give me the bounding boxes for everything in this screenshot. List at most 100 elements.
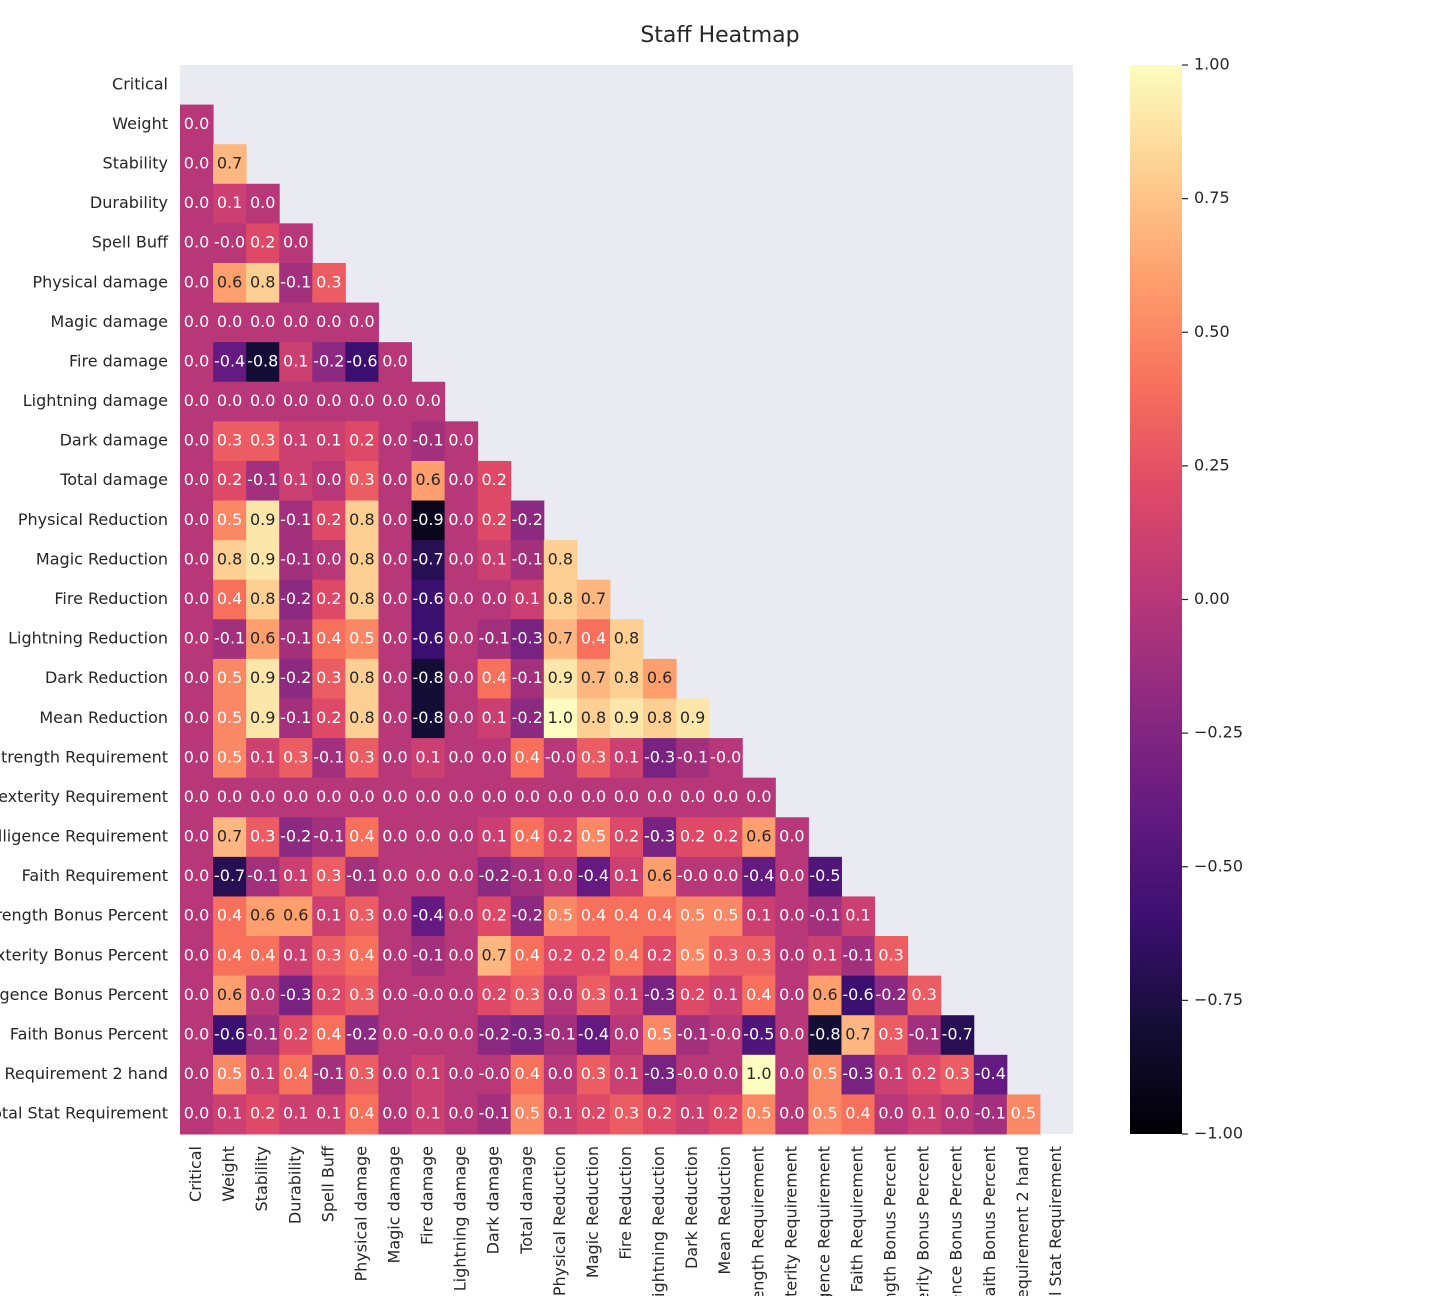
cell-label: 0.0	[316, 549, 341, 568]
heatmap-cell	[543, 698, 578, 739]
cell-label: 0.0	[382, 391, 407, 410]
cell-label: 0.1	[515, 589, 540, 608]
cell-label: 0.0	[878, 1104, 903, 1123]
heatmap-cell	[411, 777, 446, 818]
cell-label: 0.4	[614, 945, 639, 964]
cell-label: 0.2	[217, 470, 242, 489]
heatmap-cell	[312, 936, 346, 977]
heatmap-cell	[676, 777, 710, 818]
heatmap-cell	[643, 896, 677, 937]
cell-label: 0.2	[680, 827, 705, 846]
heatmap-cell	[180, 936, 214, 977]
y-tick-label: Strength Requirement 2 hand	[0, 1064, 168, 1083]
cell-label: 0.0	[316, 312, 341, 331]
heatmap-cell	[213, 540, 247, 581]
cell-label: 0.0	[382, 629, 407, 648]
heatmap-cell	[808, 1094, 842, 1135]
heatmap-cell	[246, 856, 280, 897]
cell-label: -0.7	[412, 549, 443, 568]
cell-label: -0.6	[214, 1025, 245, 1044]
cell-label: 0.0	[779, 827, 804, 846]
heatmap-cell	[213, 738, 247, 779]
cell-label: 0.0	[184, 510, 209, 529]
y-tick-label: Critical	[112, 74, 168, 93]
heatmap-cell	[775, 975, 809, 1016]
heatmap-cell	[742, 896, 776, 937]
cell-label: -0.3	[842, 1064, 873, 1083]
heatmap-cell	[444, 1015, 479, 1056]
cell-label: 0.4	[647, 906, 672, 925]
heatmap-cell	[609, 619, 644, 660]
cell-label: -0.2	[346, 1025, 377, 1044]
heatmap-cell	[312, 540, 346, 581]
heatmap-cell	[477, 1015, 512, 1056]
cell-label: 0.4	[250, 945, 275, 964]
cell-label: 0.0	[382, 1025, 407, 1044]
heatmap-cell	[543, 1054, 578, 1095]
cell-label: -0.2	[479, 1025, 510, 1044]
cell-label: -0.1	[479, 629, 510, 648]
cell-label: 0.0	[184, 1064, 209, 1083]
heatmap-cell	[345, 777, 379, 818]
heatmap-cell	[907, 975, 942, 1016]
cell-label: -0.5	[743, 1025, 774, 1044]
cell-label: 0.0	[448, 985, 473, 1004]
heatmap-cell	[907, 1094, 942, 1135]
heatmap-cell	[477, 936, 512, 977]
y-tick-label: Stability	[103, 153, 168, 172]
cell-label: -0.8	[412, 668, 443, 687]
heatmap-cell	[444, 975, 479, 1016]
heatmap-cell	[312, 1015, 346, 1056]
cell-label: 0.2	[250, 233, 275, 252]
cell-label: 0.5	[548, 906, 573, 925]
cell-label: 0.0	[184, 589, 209, 608]
cell-label: 0.7	[581, 668, 606, 687]
heatmap-cell	[345, 936, 379, 977]
heatmap-cell	[378, 896, 413, 937]
x-tick-label: Magic damage	[384, 1146, 403, 1263]
heatmap-cell	[477, 777, 512, 818]
heatmap-cell	[709, 1094, 743, 1135]
y-tick-label: Lightning Reduction	[8, 629, 168, 648]
cell-label: 0.0	[184, 708, 209, 727]
cell-label: 0.0	[647, 787, 672, 806]
heatmap-cell	[477, 460, 512, 502]
heatmap-cell	[676, 936, 710, 977]
heatmap-cell	[510, 500, 545, 541]
x-tick-label: Mean Reduction	[715, 1146, 734, 1275]
cell-label: 0.4	[349, 1104, 374, 1123]
heatmap-cell	[279, 381, 313, 422]
cell-label: -0.4	[214, 351, 245, 370]
heatmap-cell	[246, 936, 280, 977]
cell-label: -0.1	[677, 1025, 708, 1044]
colorbar-tick-label: −0.50	[1194, 856, 1243, 875]
heatmap-cell	[213, 975, 247, 1016]
y-tick-label: Dark damage	[60, 431, 168, 450]
cell-label: 0.0	[283, 787, 308, 806]
cell-label: -0.9	[412, 510, 443, 529]
heatmap-cell	[444, 1094, 479, 1135]
heatmap-cell	[444, 896, 479, 937]
cell-label: 0.3	[316, 866, 341, 885]
cell-label: 0.5	[680, 906, 705, 925]
heatmap-cell	[808, 975, 842, 1016]
cell-label: 0.8	[250, 589, 275, 608]
heatmap-cell	[378, 975, 413, 1016]
cell-label: 1.0	[746, 1064, 771, 1083]
heatmap-cell	[609, 658, 644, 699]
heatmap-cell	[1006, 1094, 1041, 1135]
cell-label: 0.3	[349, 470, 374, 489]
heatmap-cell	[279, 460, 313, 502]
heatmap-cell	[742, 777, 776, 818]
heatmap-cell	[444, 421, 479, 462]
cell-label: 0.0	[448, 470, 473, 489]
cell-label: 0.0	[481, 787, 506, 806]
heatmap-cell	[378, 381, 413, 422]
heatmap-cell	[378, 936, 413, 977]
cell-label: 0.1	[481, 827, 506, 846]
heatmap-cell	[742, 975, 776, 1016]
cell-label: -0.3	[644, 1064, 675, 1083]
heatmap-cell	[742, 856, 776, 897]
cell-label: 0.0	[184, 668, 209, 687]
heatmap-cell	[378, 421, 413, 462]
